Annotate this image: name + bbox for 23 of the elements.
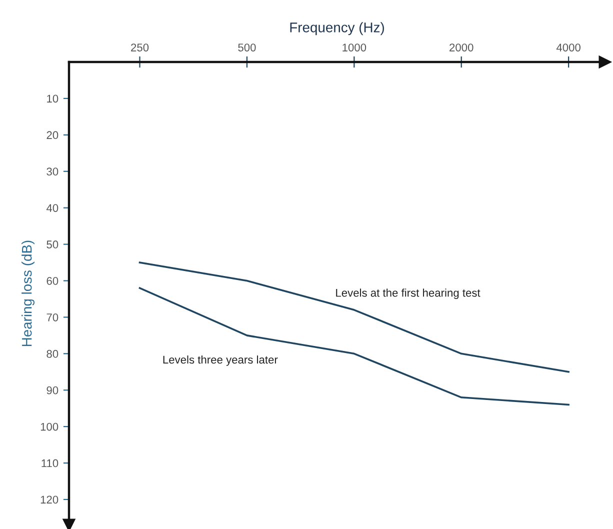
x-tick-label: 250 <box>131 44 149 52</box>
y-tick-label: 70 <box>46 313 58 322</box>
y-tick-label: 90 <box>46 386 58 394</box>
series-label: Levels at the first hearing test <box>336 288 480 299</box>
y-tick-label: 60 <box>46 277 58 285</box>
series-label: Levels three years later <box>163 355 278 366</box>
y-tick-label: 20 <box>46 131 58 140</box>
y-tick-label: 40 <box>46 204 58 212</box>
x-tick-label: 4000 <box>556 44 580 52</box>
y-tick-label: 120 <box>40 496 58 504</box>
y-tick-label: 10 <box>47 94 58 103</box>
x-tick-label: 500 <box>238 44 256 52</box>
y-tick-label: 80 <box>46 350 58 358</box>
y-tick-label: 50 <box>46 240 58 248</box>
x-tick-label: 1000 <box>342 44 366 52</box>
y-tick-label: 30 <box>46 168 58 176</box>
line-series <box>138 287 570 406</box>
x-axis-title: Frequency (Hz) <box>290 22 384 36</box>
y-tick-label: 100 <box>40 422 58 431</box>
y-axis-title: Hearing loss (dB) <box>22 240 34 346</box>
x-tick-label: 2000 <box>450 44 474 52</box>
line-series <box>138 262 570 373</box>
y-tick-label: 110 <box>42 459 58 468</box>
